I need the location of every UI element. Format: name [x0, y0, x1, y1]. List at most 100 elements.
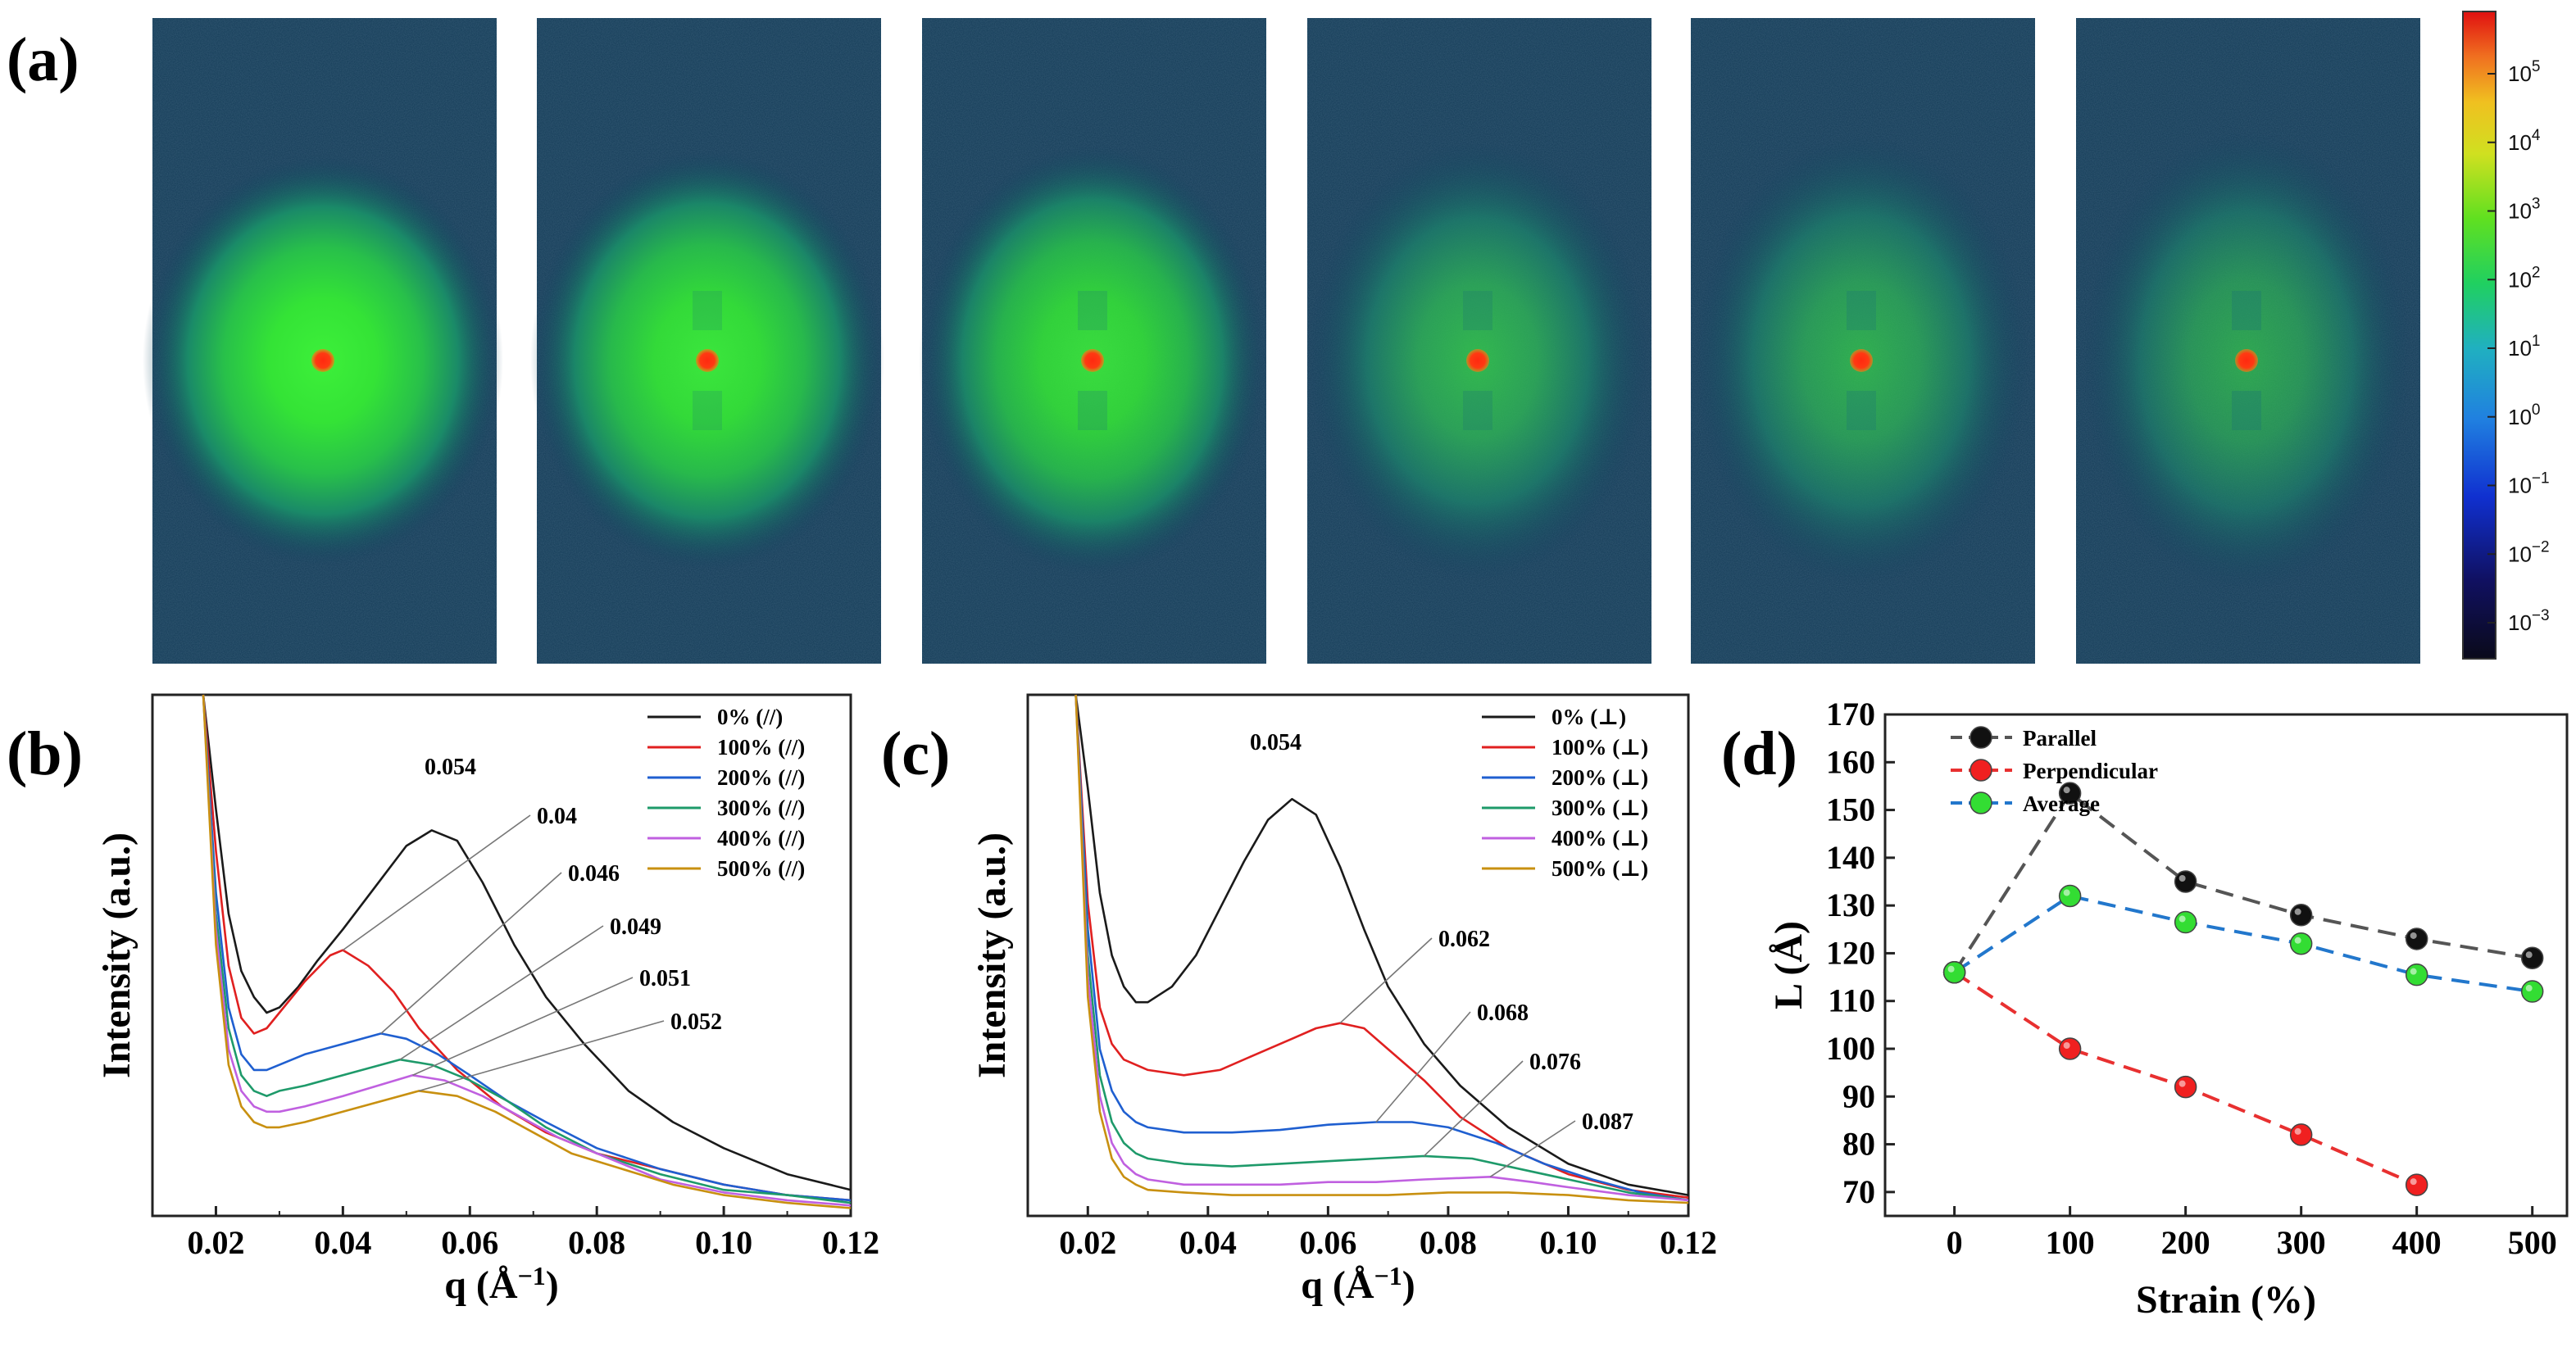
panel-a-letter: (a) — [7, 25, 80, 94]
x-axis-title-part: −1 — [518, 1261, 546, 1290]
series-line-2 — [1953, 894, 2533, 994]
saxs-image-200 — [919, 18, 1266, 664]
x-axis-title: q (Å−1) — [444, 1261, 559, 1307]
series-point-2 — [2058, 884, 2082, 908]
chart-b: 0.02 0.04 0.06 0.08 0.10 0.12 q (Å−1) Intensity … — [95, 693, 879, 1307]
annotation-leader — [1424, 1060, 1524, 1157]
colorbar-tick-base: 10 — [2508, 267, 2532, 292]
x-axis-title-part: q — [1301, 1263, 1323, 1307]
point-highlight — [2525, 985, 2533, 992]
y-axis-title: Intensity (a.u.) — [970, 832, 1014, 1078]
streak-bottom — [693, 391, 722, 430]
legend-label: 400% (⊥) — [1552, 826, 1648, 850]
legend-label: 0% (//) — [717, 705, 783, 729]
saxs-image-300 — [1307, 18, 1651, 664]
point-highlight — [2178, 875, 2186, 882]
streak-top — [1847, 291, 1876, 330]
series-line-2 — [1074, 694, 1689, 1202]
y-tick-label: 140 — [1826, 839, 1875, 876]
plot-frame — [1883, 713, 2569, 1218]
y-tick-label: 70 — [1842, 1173, 1875, 1210]
legend-label: 200% (⊥) — [1552, 765, 1648, 790]
x-tick-label: 0.08 — [568, 1224, 625, 1261]
annotation-label: 0.054 — [1250, 730, 1302, 755]
point-highlight — [2178, 1080, 2186, 1087]
x-tick-label: 100 — [2046, 1224, 2095, 1261]
annotation-leader — [342, 814, 531, 951]
colorbar-tick-label: 100 — [2508, 401, 2541, 429]
colorbar-tick-label: 10−2 — [2508, 538, 2550, 566]
x-tick-label: 0 — [1947, 1224, 1963, 1261]
y-tick-label: 110 — [1828, 982, 1875, 1019]
series-point-2 — [1942, 960, 1966, 984]
panel-b-letter: (b) — [7, 719, 83, 788]
x-axis-title-part: −1 — [1374, 1261, 1402, 1290]
x-tick-label: 0.12 — [1660, 1224, 1717, 1261]
colorbar-gradient — [2462, 11, 2496, 660]
legend-label: Parallel — [2023, 726, 2097, 751]
x-tick-label: 0.12 — [822, 1224, 879, 1261]
y-axis-title: L (Å) — [1767, 921, 1810, 1009]
chart-c: 0.02 0.04 0.06 0.08 0.10 0.12 q (Å−1) Intensity … — [970, 693, 1717, 1307]
colorbar-tick-label: 105 — [2508, 58, 2541, 86]
colorbar-tick-base: 10 — [2508, 405, 2532, 429]
colorbar-tick-base: 10 — [2508, 61, 2532, 86]
colorbar-tick-base: 10 — [2508, 130, 2532, 155]
legend-label: 300% (//) — [717, 796, 805, 820]
series-point-0 — [2174, 870, 2197, 893]
beam-spot — [1850, 349, 1873, 372]
series-line-4 — [1074, 694, 1689, 1202]
point-highlight — [2410, 1178, 2417, 1186]
plot-frame — [151, 693, 852, 1218]
series-point-1 — [2405, 1173, 2428, 1196]
legend-label: Average — [2023, 791, 2100, 816]
y-tick-label: 160 — [1826, 743, 1875, 780]
series-line-0 — [202, 694, 852, 1191]
series-point-1 — [2174, 1075, 2197, 1099]
colorbar-tick-base: 10 — [2508, 542, 2532, 566]
point-highlight — [2525, 951, 2533, 959]
series-point-2 — [2520, 980, 2544, 1003]
y-tick-label: 100 — [1826, 1030, 1875, 1067]
colorbar-tick-exp: 5 — [2532, 58, 2541, 75]
x-tick-label: 500 — [2508, 1224, 2557, 1261]
point-highlight — [2178, 915, 2186, 923]
colorbar-tick-exp: 4 — [2532, 127, 2541, 144]
saxs-image-100 — [530, 18, 884, 664]
point-highlight — [2294, 1127, 2301, 1135]
series-point-2 — [2405, 963, 2428, 986]
colorbar-tick-base: 10 — [2508, 610, 2532, 635]
annotation-leader — [380, 872, 562, 1034]
streak-bottom — [1078, 391, 1107, 430]
chart-d: 0 100 200 300 400 500 70 80 90 100 110 120 130 140 150… — [1767, 696, 2569, 1322]
annotation-leader — [419, 1020, 665, 1092]
colorbar-tick-label: 10−3 — [2508, 607, 2550, 635]
point-highlight — [2410, 968, 2417, 975]
legend-label: 100% (//) — [717, 735, 805, 760]
streak-bottom — [2232, 391, 2261, 430]
y-tick-label: 130 — [1826, 887, 1875, 923]
point-highlight — [2063, 787, 2070, 794]
series-line-0 — [1074, 694, 1689, 1196]
x-tick-label: 300 — [2277, 1224, 2326, 1261]
y-axis-title: Intensity (a.u.) — [95, 832, 139, 1078]
colorbar-tick-exp: −2 — [2532, 538, 2550, 556]
x-tick-label: 0.04 — [1179, 1224, 1237, 1261]
x-tick-label: 400 — [2392, 1224, 2442, 1261]
saxs-image-0 — [143, 18, 503, 664]
legend-label: 0% (⊥) — [1552, 705, 1626, 729]
x-tick-label: 0.02 — [1059, 1224, 1116, 1261]
legend-marker — [1969, 791, 1992, 814]
colorbar-tick-label: 10−1 — [2508, 470, 2550, 498]
colorbar-tick-label: 103 — [2508, 196, 2541, 224]
x-tick-label: 200 — [2161, 1224, 2210, 1261]
annotation-label: 0.068 — [1477, 1000, 1529, 1026]
point-highlight — [2294, 908, 2301, 915]
series-point-0 — [2520, 946, 2544, 970]
series-point-1 — [2289, 1123, 2313, 1146]
colorbar-tick-exp: 3 — [2532, 196, 2541, 213]
y-tick-label: 170 — [1826, 696, 1875, 732]
